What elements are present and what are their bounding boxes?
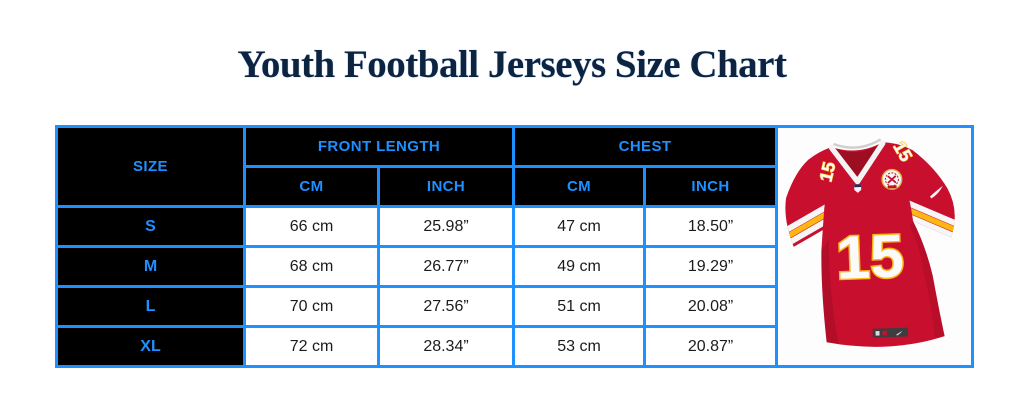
front-length-cm-value: 66 cm bbox=[243, 205, 380, 248]
column-header-front-inch: INCH bbox=[376, 165, 516, 208]
row-size-label: XL bbox=[55, 325, 246, 368]
front-length-inch-value: 26.77” bbox=[376, 245, 516, 288]
table-row-l: L 70 cm 27.56” 51 cm 20.08” bbox=[55, 285, 973, 328]
page-title: Youth Football Jerseys Size Chart bbox=[237, 43, 787, 86]
nike-swoosh-icon bbox=[929, 185, 943, 199]
table-row-xl: XL 72 cm 28.34” 53 cm 20.87” bbox=[55, 325, 973, 368]
row-size-label: M bbox=[55, 245, 246, 288]
front-length-cm-value: 70 cm bbox=[243, 285, 380, 328]
table-row-m: M 68 cm 26.77” 49 cm 19.29” bbox=[55, 245, 973, 288]
front-length-cm-value: 72 cm bbox=[243, 325, 380, 368]
right-sleeve-stripes bbox=[895, 197, 956, 240]
jersey-body bbox=[785, 142, 955, 347]
column-header-chest-cm: CM bbox=[512, 165, 647, 208]
chest-cm-value: 53 cm bbox=[512, 325, 647, 368]
front-length-inch-value: 25.98” bbox=[376, 205, 516, 248]
column-group-chest: CHEST bbox=[512, 125, 779, 168]
chiefs-patch-icon bbox=[881, 168, 903, 190]
table-row-s: S 66 cm 25.98” 47 cm 18.50” bbox=[55, 205, 973, 248]
jersey-illustration: 15 15 bbox=[778, 128, 971, 365]
chest-cm-value: 51 cm bbox=[512, 285, 647, 328]
chest-inch-value: 20.08” bbox=[643, 285, 779, 328]
neck-opening bbox=[831, 142, 883, 182]
front-length-inch-value: 27.56” bbox=[376, 285, 516, 328]
column-header-chest-inch: INCH bbox=[643, 165, 779, 208]
front-length-inch-value: 28.34” bbox=[376, 325, 516, 368]
column-group-front-length: FRONT LENGTH bbox=[242, 125, 516, 168]
jersey-product-image: 15 15 bbox=[775, 125, 975, 368]
jersey-shadow-right bbox=[909, 221, 945, 338]
chest-inch-value: 19.29” bbox=[643, 245, 779, 288]
jersey-shadow-left bbox=[821, 239, 839, 344]
chest-cm-value: 49 cm bbox=[512, 245, 647, 288]
v-neck-collar bbox=[828, 140, 886, 185]
chest-inch-value: 20.87” bbox=[643, 325, 779, 368]
chest-number: 15 bbox=[835, 222, 905, 292]
jock-tag bbox=[872, 327, 909, 338]
nfl-shield-icon bbox=[854, 184, 862, 193]
row-size-label: S bbox=[55, 205, 246, 248]
chest-inch-value: 18.50” bbox=[643, 205, 779, 248]
back-collar-rim bbox=[833, 138, 882, 149]
football-jersey-graphic: 15 15 bbox=[783, 137, 956, 347]
chest-cm-value: 47 cm bbox=[512, 205, 647, 248]
front-length-cm-value: 68 cm bbox=[243, 245, 380, 288]
row-size-label: L bbox=[55, 285, 246, 328]
column-header-front-cm: CM bbox=[243, 165, 380, 208]
column-header-size: SIZE bbox=[55, 125, 246, 208]
size-chart-table: SIZE FRONT LENGTH CHEST bbox=[55, 125, 975, 368]
